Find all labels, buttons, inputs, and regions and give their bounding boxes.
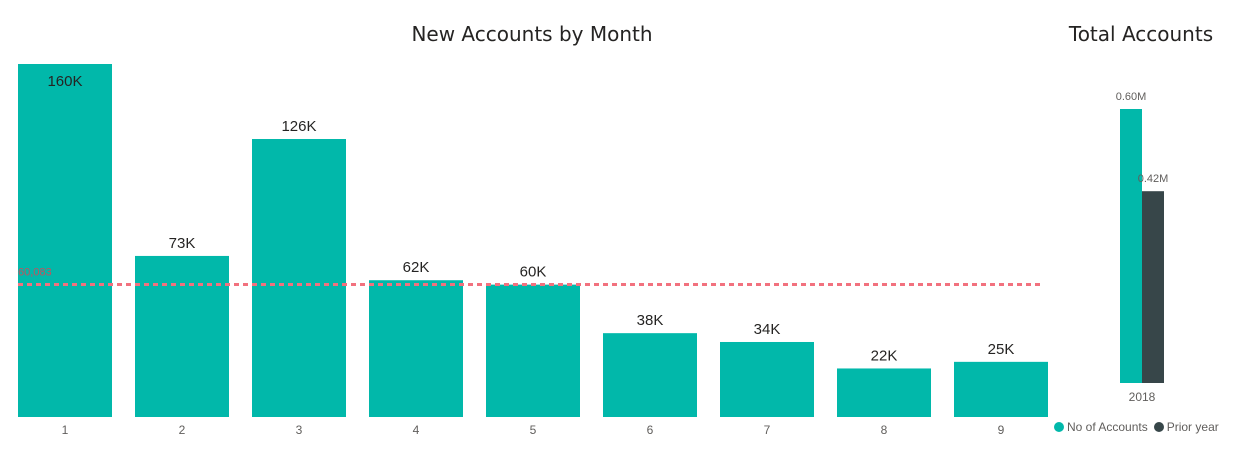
legend-label: Prior year xyxy=(1166,420,1219,434)
data-label-prior-year: 0.42M xyxy=(1138,173,1169,185)
bar-prior-year[interactable] xyxy=(1142,191,1164,383)
data-label-month-8: 22K xyxy=(871,347,898,364)
data-label-month-1: 160K xyxy=(47,73,82,90)
x-tick-label-2: 2 xyxy=(179,423,186,437)
bar-month-7[interactable] xyxy=(720,341,814,417)
legend-dot-icon xyxy=(1054,422,1064,432)
total-chart-title: Total Accounts xyxy=(1068,22,1214,46)
bar-month-2[interactable] xyxy=(135,255,229,417)
x-tick-label-1: 1 xyxy=(62,423,69,437)
x-tick-label-8: 8 xyxy=(881,423,888,437)
legend-dot-icon xyxy=(1153,422,1164,432)
bar-month-4[interactable] xyxy=(369,280,463,417)
bar-month-5[interactable] xyxy=(486,284,580,417)
data-label-month-9: 25K xyxy=(988,341,1015,358)
x-tick-label-3: 3 xyxy=(296,423,303,437)
bar-month-1[interactable] xyxy=(18,64,112,417)
legend-item-no-of-accounts[interactable]: No of Accounts xyxy=(1054,420,1148,434)
bar-month-9[interactable] xyxy=(954,361,1048,417)
data-label-month-2: 73K xyxy=(169,235,196,252)
bar-month-6[interactable] xyxy=(603,333,697,417)
total-x-tick-label: 2018 xyxy=(1129,390,1156,404)
bar-month-8[interactable] xyxy=(837,368,931,417)
average-reference-label: 60,083 xyxy=(18,266,52,278)
main-data-labels-group: 160K 73K 126K 62K 60K 38K 34K 22K 25K xyxy=(47,73,1014,364)
total-data-labels-group: 0.60M 0.42M xyxy=(1116,91,1169,185)
x-tick-label-7: 7 xyxy=(764,423,771,437)
x-tick-label-5: 5 xyxy=(530,423,537,437)
x-tick-label-6: 6 xyxy=(647,423,654,437)
x-tick-label-4: 4 xyxy=(413,423,420,437)
total-bars-group xyxy=(1120,109,1164,383)
data-label-month-3: 126K xyxy=(281,118,316,135)
total-legend: No of Accounts Prior year xyxy=(1054,420,1225,434)
main-x-ticks-group: 1 2 3 4 5 6 7 8 9 xyxy=(62,423,1005,437)
legend-label: No of Accounts xyxy=(1067,420,1148,434)
data-label-month-7: 34K xyxy=(754,321,781,338)
data-label-month-4: 62K xyxy=(403,259,430,276)
main-bar-chart: 60,083 160K 73K 126K 62K 60K 38K 34K 22K 25K 1 2 3… xyxy=(18,64,1048,437)
legend-item-prior-year[interactable]: Prior year xyxy=(1153,420,1219,434)
data-label-month-5: 60K xyxy=(520,264,547,281)
data-label-no-of-accounts: 0.60M xyxy=(1116,91,1147,103)
x-tick-label-9: 9 xyxy=(998,423,1005,437)
bar-no-of-accounts[interactable] xyxy=(1120,109,1142,383)
data-label-month-6: 38K xyxy=(637,312,664,329)
bar-month-3[interactable] xyxy=(252,139,346,417)
main-bars-group xyxy=(18,64,1048,417)
main-chart-title: New Accounts by Month xyxy=(411,22,653,46)
